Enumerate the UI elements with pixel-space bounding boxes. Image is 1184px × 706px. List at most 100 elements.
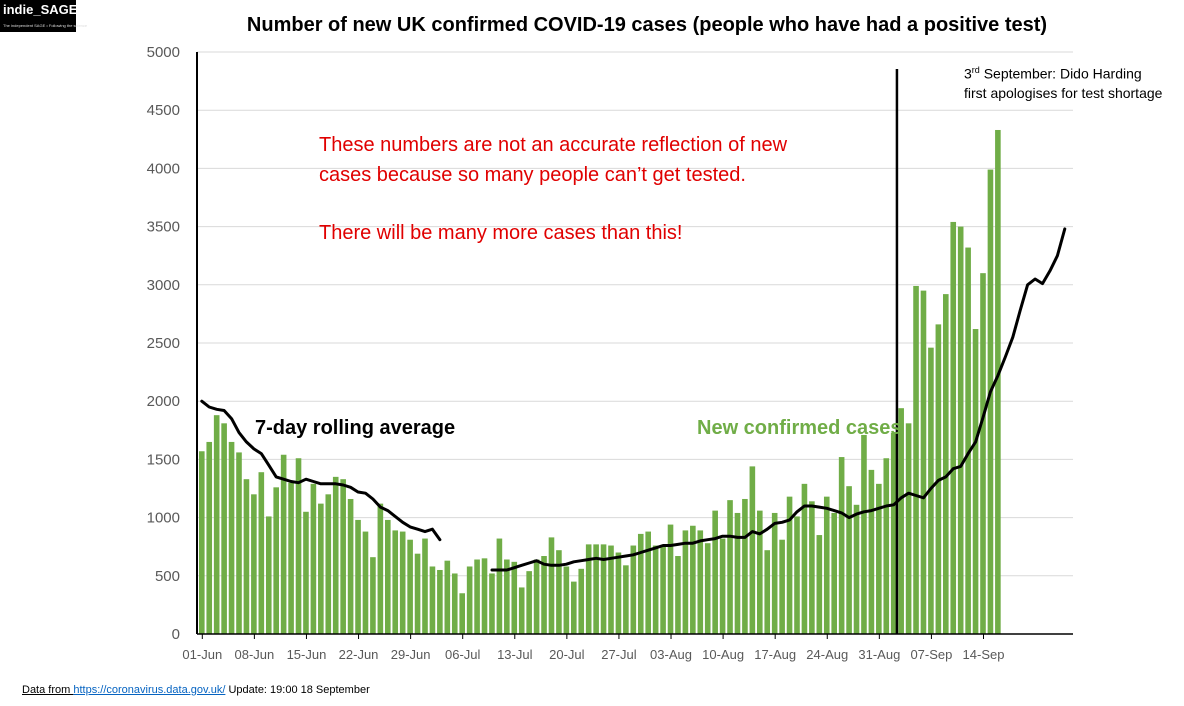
x-tick-label: 10-Aug (702, 647, 744, 662)
bar (957, 226, 964, 634)
bars (199, 129, 1001, 634)
bar (623, 565, 629, 634)
bar (199, 451, 205, 634)
bar (437, 569, 443, 634)
bar (905, 423, 912, 634)
bar (771, 512, 778, 634)
indie-sage-logo: indie_SAGE The independent SAGE • Follow… (0, 0, 87, 32)
bar (273, 487, 279, 634)
bar (563, 566, 570, 634)
bar (950, 221, 957, 634)
sept-rest: September: Dido Harding (979, 65, 1142, 82)
x-tick-label: 15-Jun (287, 647, 327, 662)
y-tick-label: 4500 (147, 102, 180, 119)
bar (890, 432, 897, 634)
bar (362, 531, 369, 634)
bar (548, 537, 555, 634)
bar (392, 530, 399, 634)
bar (504, 559, 510, 634)
bar (265, 516, 272, 634)
bar (742, 498, 748, 634)
bar (675, 556, 681, 634)
logo-name: indie_SAGE (3, 2, 78, 17)
bar (295, 458, 302, 634)
bar (608, 545, 614, 634)
bar (846, 486, 852, 634)
bar (838, 457, 845, 634)
bar (980, 273, 986, 634)
bar (645, 531, 651, 634)
bar (876, 483, 882, 634)
data-source-link[interactable]: https://coronavirus.data.gov.uk/ (73, 684, 226, 696)
bar (585, 544, 592, 634)
x-tick-label: 08-Jun (235, 647, 275, 662)
bar (206, 441, 213, 634)
bar (399, 531, 406, 634)
bar (355, 519, 361, 634)
bar (243, 479, 250, 634)
bar (228, 441, 235, 634)
bar (325, 494, 332, 634)
bar (690, 525, 696, 634)
bar (422, 538, 428, 634)
x-tick-label: 27-Jul (601, 647, 637, 662)
bar (853, 504, 860, 634)
chart-title: Number of new UK confirmed COVID-19 case… (246, 14, 1048, 36)
bar (451, 573, 458, 634)
bar (883, 458, 890, 634)
sept-suffix: rd (971, 65, 980, 75)
bar (318, 503, 324, 634)
bar (779, 539, 785, 634)
bar (541, 556, 547, 634)
bar (459, 593, 465, 634)
bar (637, 533, 644, 634)
bar (385, 519, 391, 634)
bar (518, 587, 525, 634)
y-tick-label: 2000 (147, 393, 180, 410)
bar (697, 530, 704, 634)
rolling-average-path (490, 227, 1067, 572)
bar (414, 553, 421, 634)
bar (734, 512, 741, 634)
y-tick-label: 2500 (147, 335, 180, 352)
rolling-average-line (200, 227, 1067, 572)
y-tick-label: 3000 (147, 277, 180, 294)
bar (533, 559, 540, 634)
bar (310, 483, 317, 634)
bar (251, 494, 257, 634)
x-tick-label: 07-Sep (910, 647, 952, 662)
bar (630, 545, 637, 634)
x-tick-label: 20-Jul (549, 647, 585, 662)
y-tick-label: 4000 (147, 160, 180, 177)
x-tick-label: 13-Jul (497, 647, 533, 662)
bar (511, 561, 518, 634)
x-axis-ticks: 01-Jun 08-Jun 15-Jun 22-Jun 29-Jun 06-Jul 13-J… (182, 634, 1004, 662)
footer: Data from https://coronavirus.data.gov.u… (22, 684, 370, 696)
bar (444, 560, 451, 634)
bar (288, 482, 294, 634)
bar (972, 329, 979, 634)
bar (913, 285, 919, 634)
bar (816, 535, 823, 634)
bar (377, 503, 384, 634)
y-tick-label: 500 (155, 568, 180, 585)
bar (987, 169, 994, 634)
september-annotation-line-2: first apologises for test shortage (964, 84, 1163, 101)
bar (868, 469, 875, 634)
bar (712, 510, 718, 634)
bar (682, 530, 689, 634)
sept-day: 3 (964, 65, 972, 82)
bar (370, 557, 376, 634)
x-tick-label: 03-Aug (650, 647, 692, 662)
bar (920, 290, 927, 634)
x-tick-label: 31-Aug (858, 647, 900, 662)
bar (749, 466, 756, 634)
y-tick-label: 0 (172, 626, 180, 643)
bar (943, 294, 949, 634)
bar (786, 496, 793, 634)
bar (213, 415, 220, 634)
x-tick-label: 29-Jun (391, 647, 431, 662)
x-tick-label: 24-Aug (806, 647, 848, 662)
bar (667, 524, 674, 634)
bar (578, 568, 585, 634)
